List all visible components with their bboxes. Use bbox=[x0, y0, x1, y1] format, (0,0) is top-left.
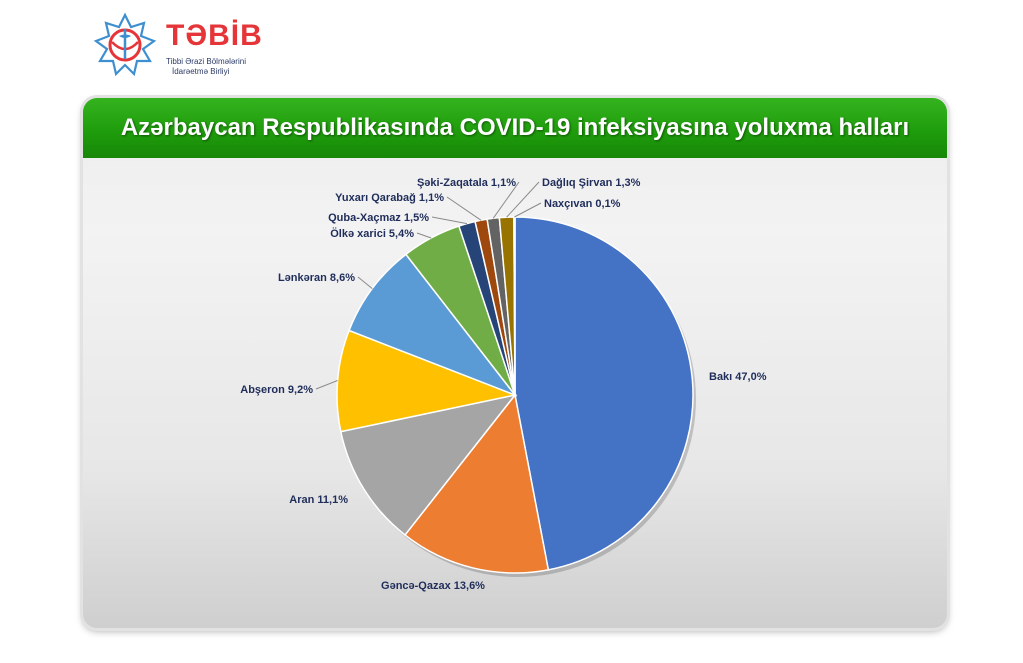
slice-label-9: Dağlıq Şirvan 1,3% bbox=[542, 177, 641, 189]
pie-slice-4 bbox=[348, 253, 518, 397]
slice-label-7: Yuxarı Qarabağ 1,1% bbox=[335, 192, 444, 204]
title-banner: Azərbaycan Respublikasında COVID-19 infe… bbox=[83, 98, 947, 158]
pie-slice-0 bbox=[514, 216, 694, 571]
slice-label-2: Aran 11,1% bbox=[289, 494, 348, 506]
slice-label-10: Naxçıvan 0,1% bbox=[544, 198, 621, 210]
slice-label-3: Abşeron 9,2% bbox=[240, 384, 313, 396]
slice-label-4: Lənkəran 8,6% bbox=[278, 272, 355, 284]
leader-line-10 bbox=[514, 202, 542, 218]
slice-label-6: Quba-Xaçmaz 1,5% bbox=[328, 212, 429, 224]
leader-line-6 bbox=[431, 216, 468, 225]
slice-label-5: Ölkə xarici 5,4% bbox=[330, 227, 414, 240]
tebib-logo: TƏBİB Tibbi Ərazi Bölmələrini İdarəetmə … bbox=[92, 12, 292, 90]
logo-name: TƏBİB bbox=[166, 19, 263, 52]
slice-label-1: Gəncə-Qazax 13,6% bbox=[381, 580, 485, 592]
tebib-emblem-icon bbox=[93, 12, 157, 77]
logo-subtitle-line2: İdarəetmə Birliyi bbox=[172, 67, 230, 76]
leader-line-5 bbox=[416, 232, 432, 239]
pie-slice-3 bbox=[336, 329, 518, 433]
pie-slice-1 bbox=[403, 393, 550, 574]
slice-label-0: Bakı 47,0% bbox=[709, 371, 767, 383]
leader-line-4 bbox=[357, 276, 373, 289]
leader-line-3 bbox=[315, 380, 338, 390]
leader-line-8 bbox=[492, 181, 520, 219]
pie-slice-2 bbox=[339, 393, 517, 537]
slice-label-8: Şəki-Zaqatala 1,1% bbox=[417, 177, 516, 189]
logo-subtitle-line1: Tibbi Ərazi Bölmələrini bbox=[166, 57, 246, 66]
chart-title: Azərbaycan Respublikasında COVID-19 infe… bbox=[120, 114, 910, 141]
leader-line-9 bbox=[506, 181, 540, 218]
pie-chart: Bakı 47,0% Gəncə-Qazax 13,6% Aran 11,1% Abş… bbox=[240, 177, 767, 592]
leader-line-7 bbox=[446, 196, 482, 221]
chart-panel: Azərbaycan Respublikasında COVID-19 infe… bbox=[83, 98, 947, 628]
